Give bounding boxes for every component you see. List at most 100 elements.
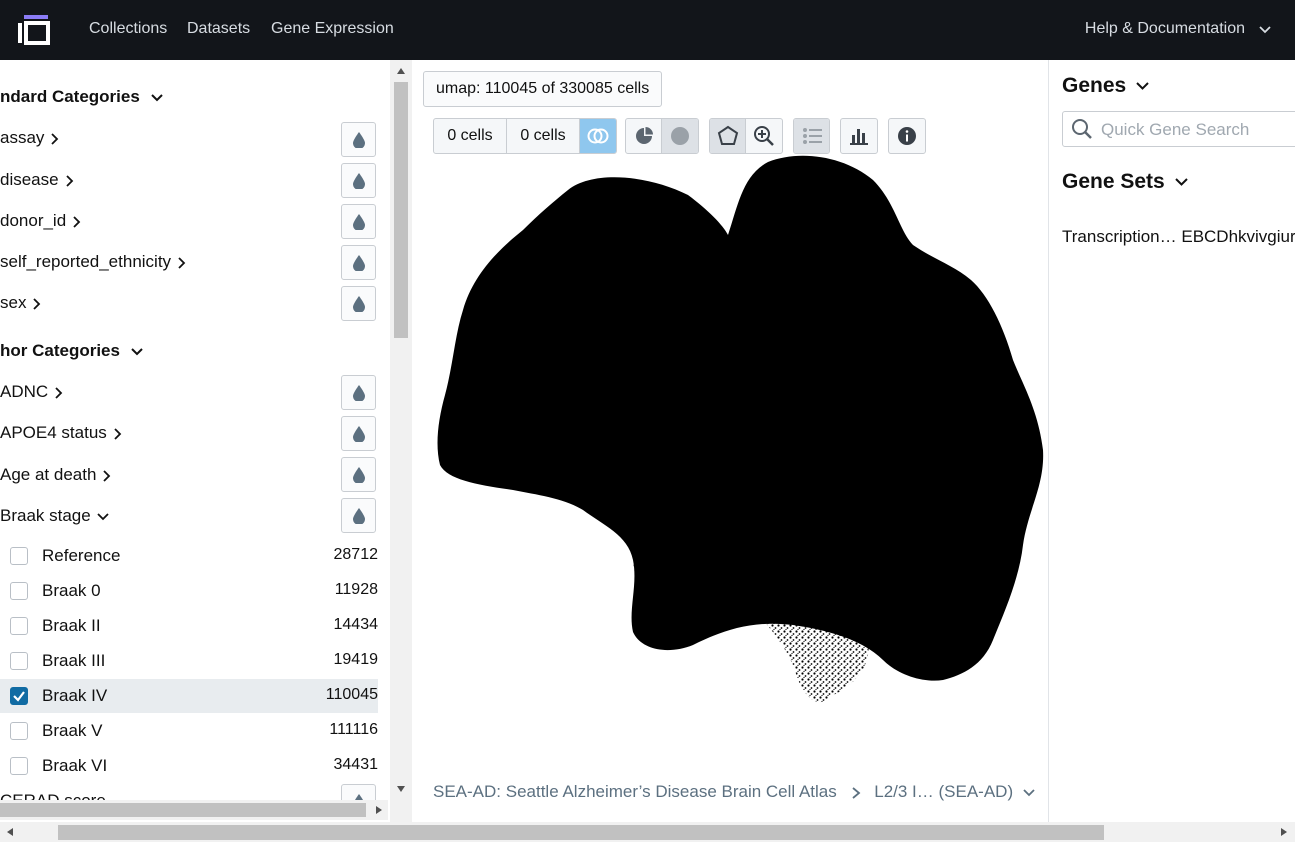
scroll-down-icon[interactable] xyxy=(396,784,406,794)
nav-gene-expression[interactable]: Gene Expression xyxy=(271,20,394,37)
category-disease[interactable]: disease xyxy=(0,170,75,190)
category-adnc[interactable]: ADNC xyxy=(0,382,64,402)
circle-icon xyxy=(671,127,689,145)
color-by-assay-button[interactable] xyxy=(341,122,376,157)
left-panel-horizontal-scrollbar[interactable] xyxy=(0,800,388,820)
color-by-sex-button[interactable] xyxy=(341,286,376,321)
value-checkbox[interactable] xyxy=(10,652,28,670)
drop-icon xyxy=(352,384,365,401)
categories-list-button[interactable] xyxy=(794,119,829,153)
value-label: Reference xyxy=(42,546,121,565)
chevron-right-icon xyxy=(51,132,59,145)
braak-value-row-selected[interactable]: Braak IV 110045 xyxy=(0,679,378,713)
category-self-reported-ethnicity[interactable]: self_reported_ethnicity xyxy=(0,252,187,272)
info-icon xyxy=(898,127,916,145)
drop-icon xyxy=(352,213,365,230)
braak-value-row[interactable]: Braak VI 34431 xyxy=(0,749,378,783)
cell-set-2-button[interactable]: 0 cells xyxy=(507,119,580,153)
value-count: 14434 xyxy=(333,616,379,633)
author-categories-heading[interactable]: hor Categories xyxy=(0,341,143,361)
chevron-right-icon xyxy=(114,427,122,440)
color-by-apoe4-button[interactable] xyxy=(341,416,376,451)
dataset-breadcrumb: SEA-AD: Seattle Alzheimer’s Disease Brai… xyxy=(433,782,1036,802)
color-by-disease-button[interactable] xyxy=(341,163,376,198)
gene-search-input[interactable] xyxy=(1099,118,1295,142)
nav-datasets[interactable]: Datasets xyxy=(187,20,251,37)
chevron-down-icon[interactable] xyxy=(1257,22,1273,38)
genes-heading[interactable]: Genes xyxy=(1062,74,1149,98)
value-checkbox-checked[interactable] xyxy=(10,687,28,705)
chevron-right-icon xyxy=(55,386,63,399)
scrollbar-thumb[interactable] xyxy=(394,82,408,338)
chevron-down-icon[interactable] xyxy=(1022,787,1036,799)
chevron-down-icon xyxy=(131,347,143,355)
value-label: Braak II xyxy=(42,616,101,635)
category-assay[interactable]: assay xyxy=(0,128,60,148)
zoom-pan-button[interactable] xyxy=(746,119,782,153)
braak-value-row[interactable]: Braak II 14434 xyxy=(0,609,378,643)
quick-gene-search[interactable] xyxy=(1062,111,1295,147)
color-by-adnc-button[interactable] xyxy=(341,375,376,410)
pie-chart-toggle[interactable] xyxy=(626,119,662,153)
dot-toggle[interactable] xyxy=(662,119,698,153)
info-toggle-group xyxy=(888,118,926,154)
page-horizontal-scrollbar[interactable] xyxy=(0,822,1295,842)
venn-icon xyxy=(587,128,609,144)
braak-value-row[interactable]: Braak 0 11928 xyxy=(0,574,378,608)
category-braak-stage[interactable]: Braak stage xyxy=(0,506,109,526)
category-donor-id[interactable]: donor_id xyxy=(0,211,82,231)
drop-icon xyxy=(352,425,365,442)
standard-categories-heading[interactable]: ndard Categories xyxy=(0,87,163,107)
scrollbar-thumb[interactable] xyxy=(58,825,1104,840)
category-apoe4-status[interactable]: APOE4 status xyxy=(0,423,123,443)
value-count: 110045 xyxy=(325,686,378,703)
color-by-age-button[interactable] xyxy=(341,457,376,492)
breadcrumb-subset[interactable]: L2/3 I… (SEA-AD) xyxy=(874,782,1014,801)
color-by-braak-button[interactable] xyxy=(341,498,376,533)
value-checkbox[interactable] xyxy=(10,582,28,600)
app-logo-icon[interactable] xyxy=(18,15,50,45)
gene-sets-heading[interactable]: Gene Sets xyxy=(1062,170,1188,194)
value-label: Braak V xyxy=(42,721,103,740)
value-count: 28712 xyxy=(333,546,379,563)
cell-set-1-button[interactable]: 0 cells xyxy=(434,119,507,153)
category-age-at-death[interactable]: Age at death xyxy=(0,465,112,485)
info-button[interactable] xyxy=(889,119,925,153)
category-sex[interactable]: sex xyxy=(0,293,42,313)
zoom-in-icon xyxy=(754,126,774,146)
embedding-selector-button[interactable]: umap: 110045 of 330085 cells xyxy=(423,71,663,107)
breadcrumb-dataset[interactable]: SEA-AD: Seattle Alzheimer’s Disease Brai… xyxy=(433,782,837,801)
nav-collections[interactable]: Collections xyxy=(89,20,168,37)
gene-set-item[interactable]: Transcription… EBCDhkvivgiur xyxy=(1062,227,1295,246)
value-count: 34431 xyxy=(333,756,379,773)
umap-scatterplot[interactable] xyxy=(423,150,1048,740)
lasso-button[interactable] xyxy=(710,119,746,153)
color-by-ethnicity-button[interactable] xyxy=(341,245,376,280)
chevron-down-icon xyxy=(150,93,163,101)
value-checkbox[interactable] xyxy=(10,722,28,740)
checkmark-icon xyxy=(13,691,25,702)
layout-toggle-group xyxy=(625,118,699,154)
scroll-right-icon[interactable] xyxy=(1279,827,1289,837)
umap-main-cell-cloud xyxy=(437,155,1044,681)
chevron-right-icon xyxy=(73,215,81,228)
value-checkbox[interactable] xyxy=(10,547,28,565)
scrollbar-thumb[interactable] xyxy=(0,803,366,817)
diff-exp-button[interactable] xyxy=(580,119,616,153)
left-panel-vertical-scrollbar[interactable] xyxy=(390,60,412,822)
help-documentation-link[interactable]: Help & Documentation xyxy=(1084,20,1245,37)
color-by-donor-id-button[interactable] xyxy=(341,204,376,239)
value-count: 111116 xyxy=(329,721,378,738)
braak-value-row[interactable]: Reference 28712 xyxy=(0,539,378,573)
scroll-right-icon[interactable] xyxy=(374,805,384,815)
value-checkbox[interactable] xyxy=(10,617,28,635)
braak-value-row[interactable]: Braak III 19419 xyxy=(0,644,378,678)
chevron-down-icon xyxy=(1136,82,1149,90)
scroll-left-icon[interactable] xyxy=(5,827,15,837)
value-checkbox[interactable] xyxy=(10,757,28,775)
scroll-up-icon[interactable] xyxy=(396,66,406,76)
histogram-button[interactable] xyxy=(841,119,877,153)
braak-value-row[interactable]: Braak V 111116 xyxy=(0,714,378,748)
chevron-right-icon xyxy=(33,297,41,310)
value-label: Braak IV xyxy=(42,686,108,705)
